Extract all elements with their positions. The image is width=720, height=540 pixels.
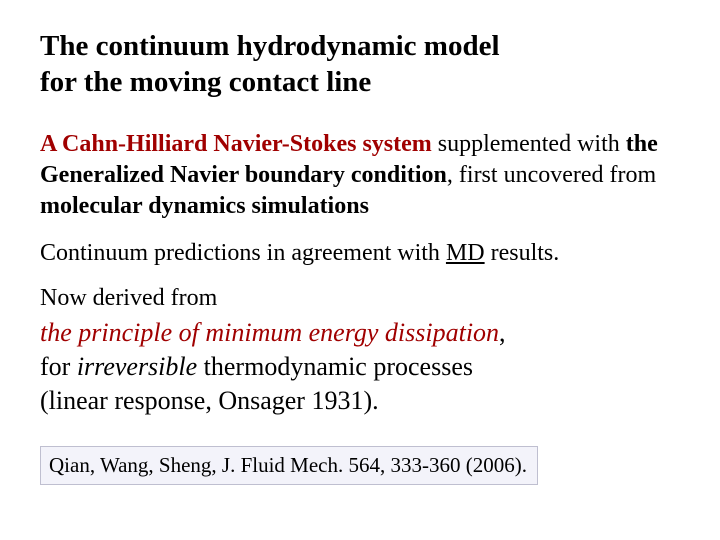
p1-text-a: supplemented with [432, 131, 626, 157]
p4-rest: thermodynamic processes [197, 352, 473, 381]
title-line-1: The continuum hydrodynamic model [40, 30, 500, 62]
p1-text-b: , first uncovered from [447, 162, 656, 188]
p2-pre: Continuum predictions in agreement with [40, 240, 446, 266]
paragraph-3: Now derived from [40, 283, 680, 314]
irreversible: irreversible [77, 352, 197, 381]
p4-for: for [40, 352, 77, 381]
p3-text: Now derived from [40, 285, 217, 311]
md-sim: molecular dynamics simulations [40, 193, 369, 219]
paragraph-2: Continuum predictions in agreement with … [40, 238, 680, 269]
p4-comma1: , [499, 318, 506, 347]
citation-box: Qian, Wang, Sheng, J. Fluid Mech. 564, 3… [40, 446, 538, 485]
principle-min-diss: the principle of minimum energy dissipat… [40, 318, 499, 347]
citation-text: Qian, Wang, Sheng, J. Fluid Mech. 564, 3… [49, 453, 527, 477]
p4-paren: (linear response, Onsager 1931). [40, 386, 379, 415]
paragraph-1: A Cahn-Hilliard Navier-Stokes system sup… [40, 129, 680, 223]
cahn-hilliard-ns: A Cahn-Hilliard Navier-Stokes system [40, 131, 432, 157]
slide-title: The continuum hydrodynamic model for the… [40, 28, 680, 101]
paragraph-4: the principle of minimum energy dissipat… [40, 316, 680, 417]
title-line-2: for the moving contact line [40, 66, 371, 98]
p2-post: results. [485, 240, 560, 266]
md-underline: MD [446, 240, 485, 266]
